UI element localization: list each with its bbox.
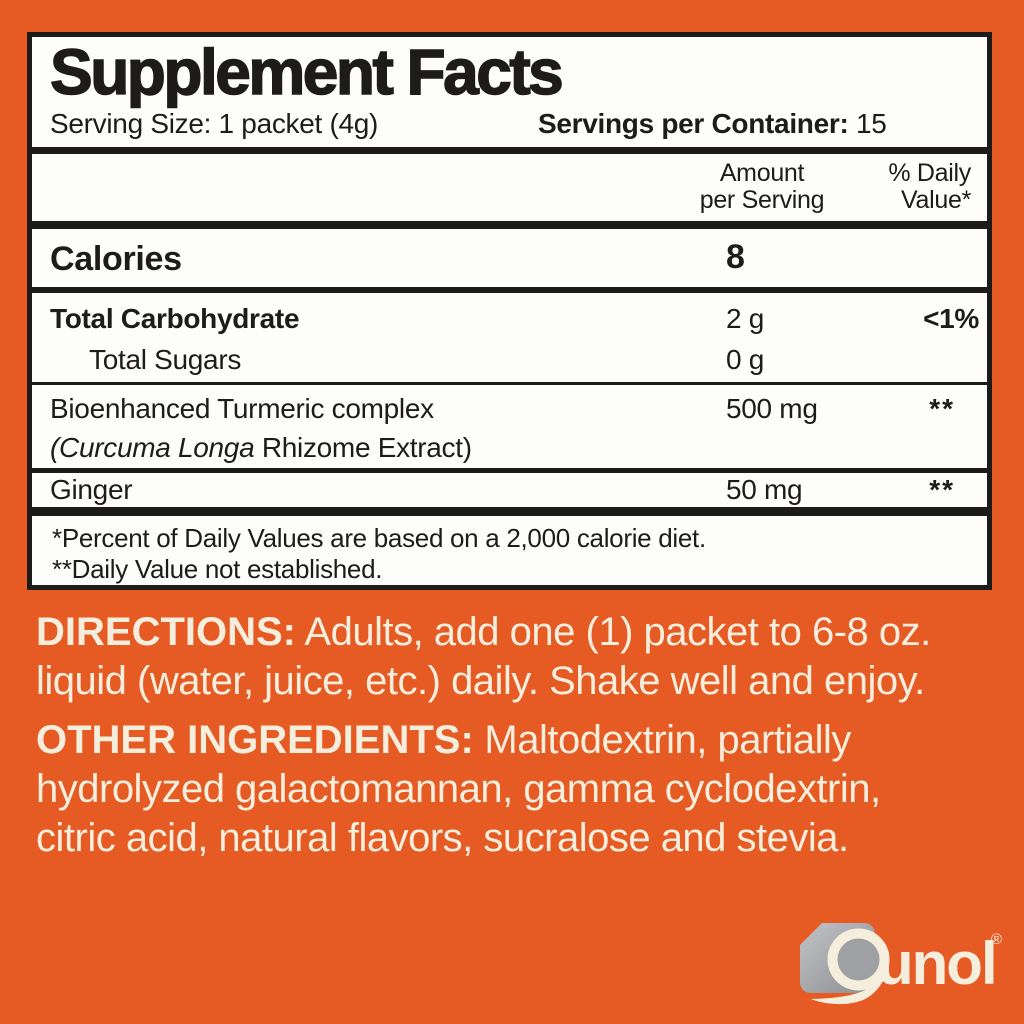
ginger-label: Ginger (50, 474, 133, 505)
panel-title-section: Supplement Facts Serving Size: 1 packet … (32, 37, 987, 147)
divider-bar (32, 147, 987, 154)
footnote-percent-daily-value: *Percent of Daily Values are based on a … (52, 523, 706, 553)
servings-per-container-value: 15 (848, 108, 887, 139)
calories-value: 8 (726, 238, 745, 276)
servings-per-container-label: Servings per Container: (538, 108, 849, 139)
turmeric-daily-value: ** (929, 393, 955, 424)
turmeric-extract-text: Rhizome Extract) (254, 432, 472, 463)
total-sugars-amount: 0 g (726, 344, 765, 375)
registered-trademark-symbol: ® (991, 931, 1003, 948)
qunol-logo: unol ® (795, 918, 1024, 1018)
total-carbohydrate-row: Total Carbohydrate 2 g <1% (32, 298, 987, 339)
qunol-q-badge-icon (800, 923, 890, 1005)
carbohydrate-section: Total Carbohydrate 2 g <1% Total Sugars … (32, 293, 987, 382)
calories-row: Calories 8 (32, 229, 987, 287)
calories-label: Calories (50, 240, 182, 278)
directions-text: Adults, add one (1) packet to 6-8 oz. li… (36, 610, 931, 703)
servings-per-container: Servings per Container: 15 (538, 108, 887, 140)
divider-bar (32, 382, 987, 385)
directions-label: DIRECTIONS: (36, 610, 296, 654)
directions-paragraph: DIRECTIONS: Adults, add one (1) packet t… (36, 608, 1011, 706)
turmeric-botanical-name: (Curcuma Longa (50, 432, 255, 463)
total-sugars-row: Total Sugars 0 g (32, 339, 987, 380)
ginger-daily-value: ** (929, 474, 955, 505)
turmeric-section: Bioenhanced Turmeric complex 500 mg ** (… (32, 385, 987, 468)
total-carbohydrate-daily-value: <1% (923, 303, 979, 334)
column-header-row: Amount per Serving % Daily Value* (32, 154, 987, 221)
supplement-facts-panel: Supplement Facts Serving Size: 1 packet … (27, 32, 992, 590)
divider-bar (32, 468, 987, 473)
divider-bar (32, 287, 987, 293)
turmeric-row: Bioenhanced Turmeric complex 500 mg ** (32, 389, 987, 428)
column-header-amount-per-serving: Amount per Serving (699, 159, 825, 214)
turmeric-subrow: (Curcuma Longa Rhizome Extract) (32, 428, 987, 467)
turmeric-label: Bioenhanced Turmeric complex (50, 393, 434, 424)
ginger-amount: 50 mg (726, 474, 803, 505)
qunol-wordmark: unol (877, 930, 998, 997)
supplement-facts-title: Supplement Facts (49, 36, 564, 108)
turmeric-amount: 500 mg (726, 393, 818, 424)
total-carbohydrate-amount: 2 g (726, 303, 765, 334)
total-carbohydrate-label: Total Carbohydrate (50, 303, 300, 334)
footnote-daily-value-not-established: **Daily Value not established. (52, 554, 383, 584)
serving-info-row: Serving Size: 1 packet (4g) Servings per… (50, 108, 987, 140)
column-header-daily-value: % Daily Value* (888, 159, 971, 214)
ginger-row: Ginger 50 mg ** (32, 473, 987, 507)
other-ingredients-text: Maltodextrin, partially hydrolyzed galac… (36, 718, 881, 860)
divider-bar (32, 221, 987, 229)
total-sugars-label: Total Sugars (89, 344, 242, 375)
other-ingredients-paragraph: OTHER INGREDIENTS: Maltodextrin, partial… (36, 716, 1011, 863)
divider-bar (32, 507, 987, 516)
serving-size-text: Serving Size: 1 packet (4g) (50, 108, 379, 139)
other-ingredients-label: OTHER INGREDIENTS: (36, 718, 474, 762)
footnotes-section: *Percent of Daily Values are based on a … (32, 516, 987, 585)
